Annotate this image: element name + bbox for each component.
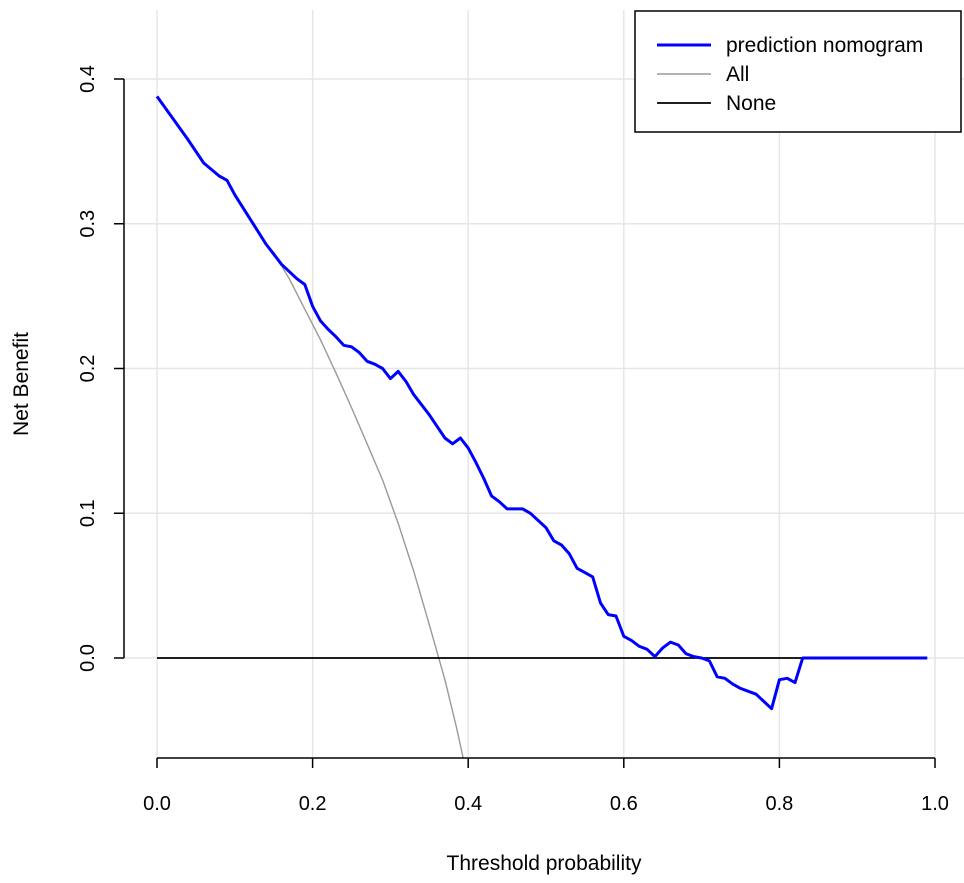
y-tick-label: 0.2 xyxy=(77,355,99,383)
legend-label: prediction nomogram xyxy=(726,34,923,57)
x-tick-label: 0.8 xyxy=(765,793,793,815)
x-axis-label: Threshold probability xyxy=(447,852,642,875)
series-layer xyxy=(155,95,928,758)
series-line-prediction-nomogram xyxy=(155,95,928,711)
y-axis-label: Net Benefit xyxy=(10,332,33,436)
x-tick-label: 0.0 xyxy=(143,793,171,815)
legend: prediction nomogram All None xyxy=(634,10,962,133)
series-line-all xyxy=(273,252,464,758)
y-tick-label: 0.3 xyxy=(77,210,99,238)
y-tick-label: 0.0 xyxy=(77,644,99,672)
legend-label: All xyxy=(726,63,749,86)
x-tick-label: 1.0 xyxy=(921,793,949,815)
x-tick-label: 0.4 xyxy=(454,793,482,815)
y-tick-label: 0.4 xyxy=(77,65,99,93)
legend-label: None xyxy=(726,92,776,115)
x-tick-label: 0.6 xyxy=(610,793,638,815)
axes: 0.0 0.2 0.4 0.6 0.8 1.0 0.0 0.1 0.2 0.3 0.4 xyxy=(77,65,949,815)
legend-box xyxy=(634,10,962,133)
x-tick-label: 0.2 xyxy=(299,793,327,815)
y-tick-label: 0.1 xyxy=(77,499,99,527)
